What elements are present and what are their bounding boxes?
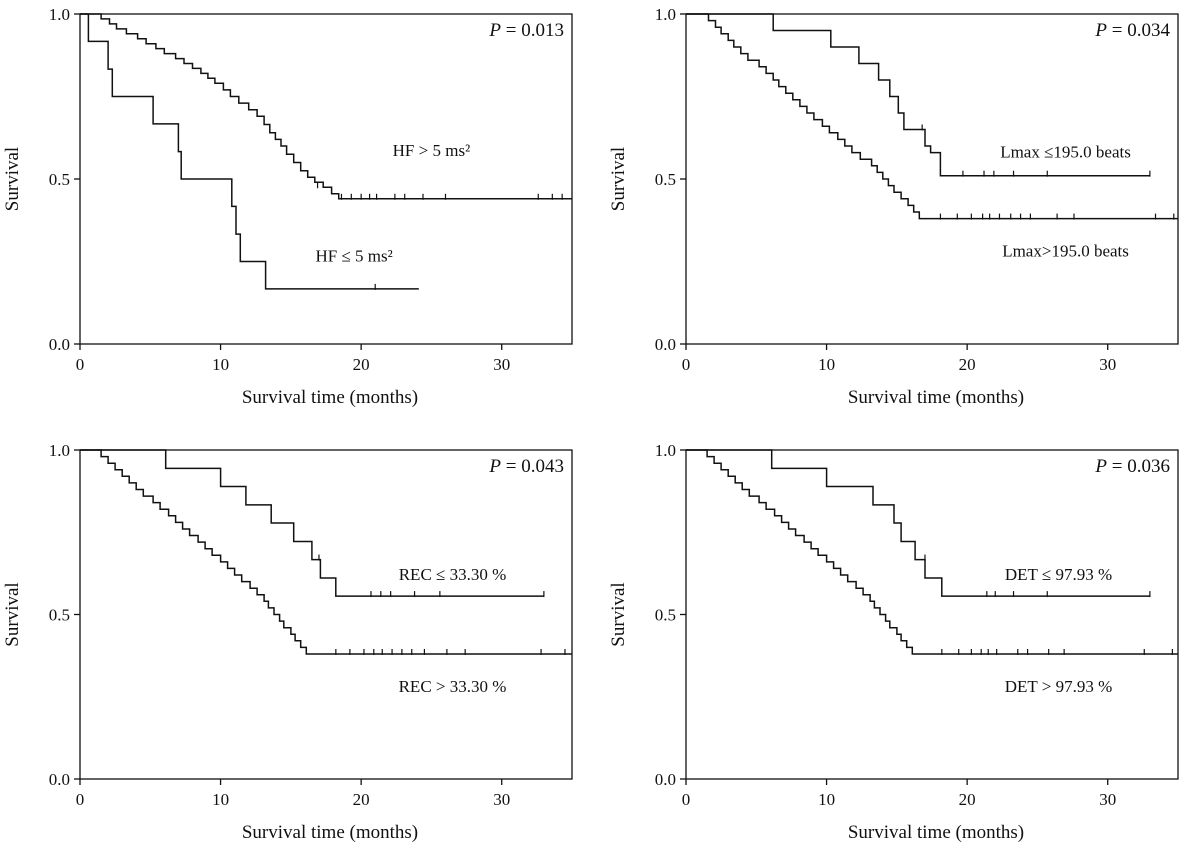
y-tick-label: 0.5 — [655, 170, 676, 189]
x-tick-label: 10 — [212, 790, 229, 809]
x-tick-label: 30 — [1099, 355, 1116, 374]
p-value-text: = 0.043 — [501, 456, 564, 477]
p-value: P = 0.043 — [488, 456, 564, 477]
x-axis-title: Survival time (months) — [242, 387, 418, 408]
survival-curve-rec-1 — [80, 449, 544, 597]
p-value-symbol: P — [488, 456, 501, 477]
y-tick-label: 0.5 — [49, 606, 70, 625]
y-tick-label: 0.0 — [49, 770, 70, 789]
survival-curve-det-2 — [686, 449, 1178, 655]
p-value: P = 0.034 — [1094, 20, 1170, 41]
p-value: P = 0.036 — [1094, 456, 1170, 477]
km-plot-rec: 0 10 20 30 0.0 0.5 1.0 Survival time (months) Su… — [2, 441, 573, 843]
curve-label-rec-2: REC > 33.30 % — [399, 677, 507, 696]
curve-label-rec-1: REC ≤ 33.30 % — [399, 565, 507, 584]
x-tick-label: 10 — [818, 355, 835, 374]
x-tick-label: 20 — [353, 355, 370, 374]
y-axis-title: Survival — [2, 147, 23, 211]
p-value-text: = 0.034 — [1107, 20, 1170, 41]
survival-curve-lmax-2 — [686, 13, 1178, 220]
x-tick-label: 30 — [1099, 790, 1116, 809]
p-value-symbol: P — [488, 20, 501, 41]
survival-curve-det-1 — [686, 449, 1150, 597]
x-tick-label: 20 — [959, 790, 976, 809]
curve-label-det-1: DET ≤ 97.93 % — [1005, 565, 1112, 584]
x-tick-label: 20 — [353, 790, 370, 809]
y-tick-label: 1.0 — [49, 5, 70, 24]
y-tick-label: 0.5 — [49, 170, 70, 189]
y-axis-title: Survival — [2, 582, 23, 646]
x-axis-title: Survival time (months) — [848, 822, 1024, 843]
x-tick-label: 30 — [493, 790, 510, 809]
p-value: P = 0.013 — [488, 20, 564, 41]
y-tick-label: 0.0 — [49, 335, 70, 354]
y-tick-label: 0.5 — [655, 606, 676, 625]
x-axis-title: Survival time (months) — [848, 387, 1024, 408]
x-tick-label: 0 — [76, 790, 85, 809]
curve-label-lmax-2: Lmax>195.0 beats — [1002, 242, 1129, 261]
plot-frame — [79, 13, 573, 345]
x-tick-label: 10 — [212, 355, 229, 374]
survival-curve-hf-1 — [80, 13, 572, 200]
x-axis-title: Survival time (months) — [242, 822, 418, 843]
survival-curve-lmax-1 — [686, 13, 1150, 177]
km-plot-lmax: 0 10 20 30 0.0 0.5 1.0 Survival time (months) Su… — [608, 5, 1179, 408]
x-tick-label: 0 — [76, 355, 85, 374]
y-tick-label: 1.0 — [49, 441, 70, 460]
curve-label-det-2: DET > 97.93 % — [1005, 677, 1113, 696]
x-tick-label: 30 — [493, 355, 510, 374]
km-plot-hf: 0 10 20 30 0.0 0.5 1.0 Survival time (months) Su… — [2, 5, 573, 408]
x-tick-label: 20 — [959, 355, 976, 374]
curve-label-lmax-1: Lmax ≤195.0 beats — [1000, 143, 1131, 162]
curve-label-hf-1: HF > 5 ms² — [393, 141, 471, 160]
p-value-text: = 0.013 — [501, 20, 564, 41]
y-tick-label: 1.0 — [655, 5, 676, 24]
p-value-symbol: P — [1094, 20, 1107, 41]
p-value-text: = 0.036 — [1107, 456, 1170, 477]
x-tick-label: 0 — [682, 355, 691, 374]
y-axis-title: Survival — [608, 582, 629, 646]
y-tick-label: 0.0 — [655, 770, 676, 789]
p-value-symbol: P — [1094, 456, 1107, 477]
y-tick-label: 1.0 — [655, 441, 676, 460]
survival-curve-rec-2 — [80, 449, 572, 655]
y-axis-title: Survival — [608, 147, 629, 211]
x-tick-label: 0 — [682, 790, 691, 809]
curve-label-hf-2: HF ≤ 5 ms² — [315, 247, 392, 266]
y-tick-label: 0.0 — [655, 335, 676, 354]
x-tick-label: 10 — [818, 790, 835, 809]
survival-curve-hf-2 — [80, 13, 419, 290]
km-plot-det: 0 10 20 30 0.0 0.5 1.0 Survival time (months) Su… — [608, 441, 1179, 843]
